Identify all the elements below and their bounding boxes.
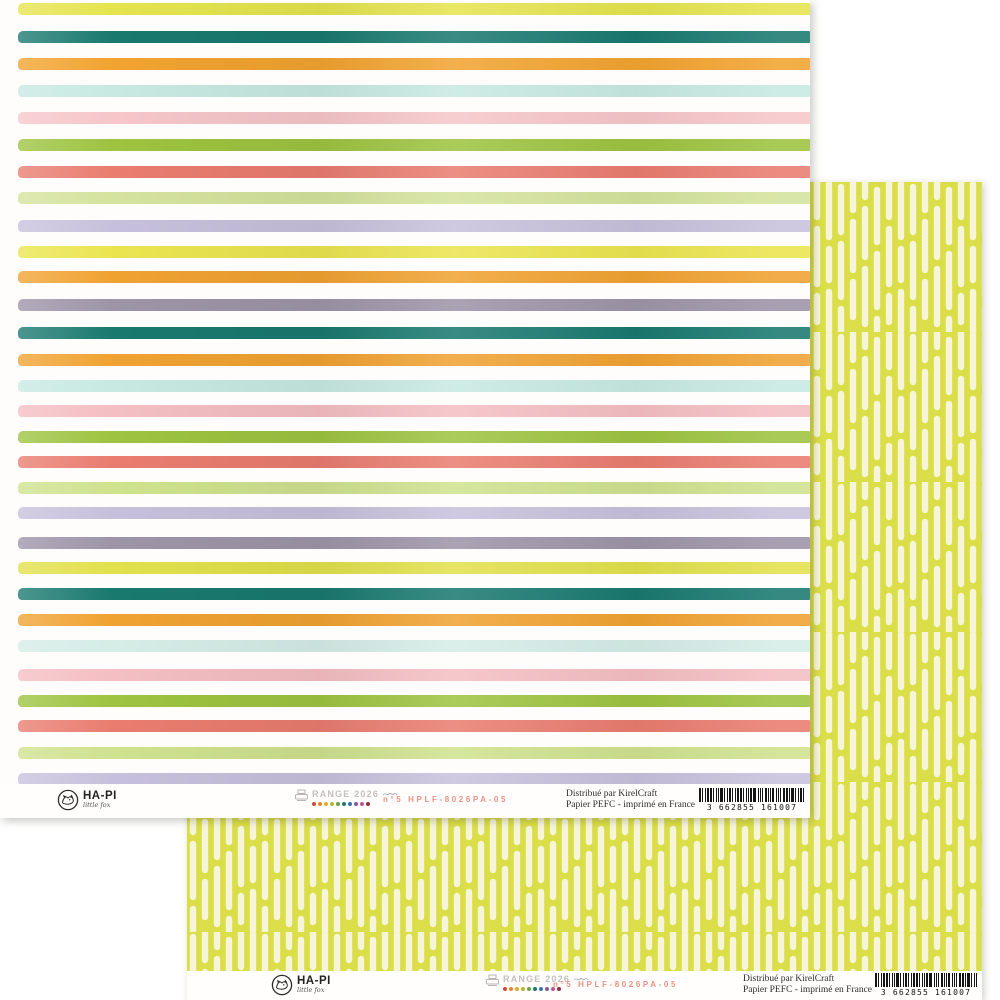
- stripe-20: [18, 507, 810, 519]
- stripe-9: [18, 220, 810, 232]
- fox-logo-icon: [57, 789, 79, 811]
- stripe-13: [18, 327, 810, 339]
- collection-dot: [348, 802, 352, 806]
- collection-dot: [354, 802, 358, 806]
- collection-dot: [539, 987, 543, 991]
- brand-name: HA-PI: [83, 790, 117, 802]
- stripe-18: [18, 456, 810, 468]
- script-scribble: [573, 977, 589, 981]
- stripe-3: [18, 58, 810, 70]
- collection-dot: [527, 987, 531, 991]
- stripe-11: [18, 271, 810, 283]
- collection-dot: [545, 987, 549, 991]
- stripe-27: [18, 695, 810, 707]
- barcode-bars: [699, 788, 805, 802]
- stripe-4: [18, 85, 810, 97]
- stripe-24: [18, 614, 810, 626]
- collection-dot: [551, 987, 555, 991]
- collection-dot: [342, 802, 346, 806]
- stripe-23: [18, 588, 810, 600]
- barcode-bars: [875, 973, 977, 987]
- fox-logo-icon: [271, 974, 293, 996]
- stripe-2: [18, 31, 810, 43]
- collection-dot: [366, 802, 370, 806]
- collection-color-dots: [312, 802, 398, 806]
- distributor-line: Distribué par KirelCraft: [566, 789, 658, 799]
- collection-dot: [503, 987, 507, 991]
- stripe-6: [18, 139, 810, 151]
- barcode: 3 662855 161007: [699, 788, 805, 812]
- range-2026-logo: RANGE 2026: [294, 789, 398, 806]
- collection-dot: [533, 987, 537, 991]
- stripe-15: [18, 380, 810, 392]
- stripe-1: [18, 3, 810, 15]
- collection-dot: [521, 987, 525, 991]
- collection-color-dots: [503, 987, 589, 991]
- back-branding-strip: HA-PI little fox RANGE 2026: [187, 971, 982, 1000]
- typewriter-icon: [295, 789, 308, 801]
- collection-dot: [557, 987, 561, 991]
- stripe-26: [18, 669, 810, 681]
- stripe-28: [18, 720, 810, 732]
- distributor-line: Distribué par KirelCraft: [743, 974, 835, 984]
- stripe-19: [18, 482, 810, 494]
- collection-dot: [312, 802, 316, 806]
- stripe-pattern: [18, 3, 810, 785]
- stripe-30: [18, 773, 810, 785]
- script-scribble: [382, 792, 398, 796]
- product-code: n°5 HPLF-8026PA-05: [553, 980, 678, 989]
- collection-dot: [318, 802, 322, 806]
- collection-dot: [324, 802, 328, 806]
- stripe-12: [18, 299, 810, 311]
- range-2026-logo: RANGE 2026: [485, 974, 589, 991]
- stripe-16: [18, 405, 810, 417]
- stripe-7: [18, 166, 810, 178]
- barcode: 3 662855 161007: [875, 973, 977, 997]
- collection-dot: [515, 987, 519, 991]
- brand-name: HA-PI: [297, 975, 331, 987]
- stripe-5: [18, 112, 810, 124]
- stripe-14: [18, 354, 810, 366]
- collection-dot: [336, 802, 340, 806]
- collection-dot: [509, 987, 513, 991]
- hapi-logo: HA-PI little fox: [271, 974, 331, 996]
- collection-label: RANGE 2026: [503, 974, 571, 984]
- stripe-21: [18, 537, 810, 549]
- hapi-logo: HA-PI little fox: [57, 789, 117, 811]
- stripe-8: [18, 192, 810, 204]
- front-paper-sheet: HA-PI little fox RANGE 2026: [0, 3, 810, 818]
- paper-certification-line: Papier PEFC - imprimé en France: [566, 800, 696, 810]
- product-code: n°5 HPLF-8026PA-05: [383, 795, 508, 804]
- distributor-info: Distribué par KirelCraft Papier PEFC - i…: [743, 974, 872, 996]
- typewriter-icon: [486, 974, 499, 986]
- collection-dot: [330, 802, 334, 806]
- brand-tagline: little fox: [297, 986, 325, 994]
- stripe-17: [18, 431, 810, 443]
- collection-label: RANGE 2026: [312, 789, 380, 799]
- barcode-number: 3 662855 161007: [880, 988, 972, 997]
- stripe-25: [18, 640, 810, 652]
- barcode-number: 3 662855 161007: [706, 803, 798, 812]
- paper-certification-line: Papier PEFC - imprimé en France: [743, 985, 873, 995]
- distributor-info: Distribué par KirelCraft Papier PEFC - i…: [566, 789, 695, 811]
- stripe-22: [18, 562, 810, 574]
- front-branding-strip: HA-PI little fox RANGE 2026: [0, 784, 810, 818]
- brand-tagline: little fox: [83, 801, 111, 809]
- collection-dot: [360, 802, 364, 806]
- stripe-10: [18, 246, 810, 258]
- stripe-29: [18, 747, 810, 759]
